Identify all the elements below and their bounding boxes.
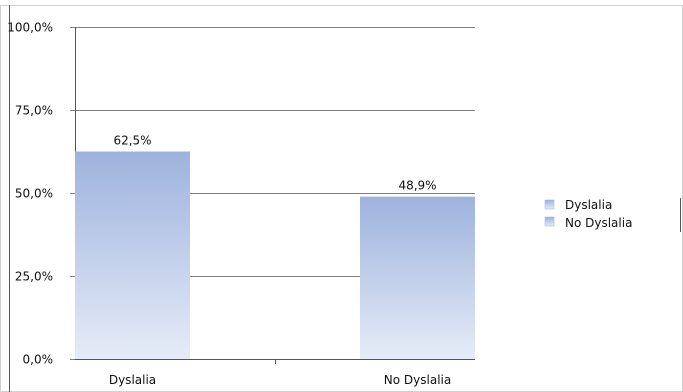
gridlines: [70, 27, 475, 360]
y-tick-label: 50,0%: [15, 187, 53, 201]
x-tick-label: Dyslalia: [109, 373, 156, 387]
y-tick-labels: 0,0% 25,0% 50,0% 75,0% 100,0%: [7, 21, 53, 367]
x-tick-label: No Dyslalia: [384, 373, 451, 387]
y-tick-label: 100,0%: [7, 21, 53, 35]
data-labels: 62,5% 48,9%: [113, 134, 436, 193]
y-tick-label: 0,0%: [23, 353, 54, 367]
legend-swatch-dyslalia: [544, 199, 555, 210]
y-tick-label: 25,0%: [15, 270, 53, 284]
legend-label-dyslalia: Dyslalia: [565, 198, 612, 212]
bar-dyslalia: [75, 151, 190, 359]
legend: Dyslalia No Dyslalia: [544, 198, 632, 230]
legend-label-no-dyslalia: No Dyslalia: [565, 216, 632, 230]
data-label: 48,9%: [398, 179, 436, 193]
bars: [75, 151, 475, 359]
bar-no-dyslalia: [360, 196, 475, 359]
data-label: 62,5%: [113, 134, 151, 148]
legend-swatch-no-dyslalia: [544, 216, 555, 227]
x-tick-labels: Dyslalia No Dyslalia: [109, 373, 451, 387]
y-tick-label: 75,0%: [15, 104, 53, 118]
